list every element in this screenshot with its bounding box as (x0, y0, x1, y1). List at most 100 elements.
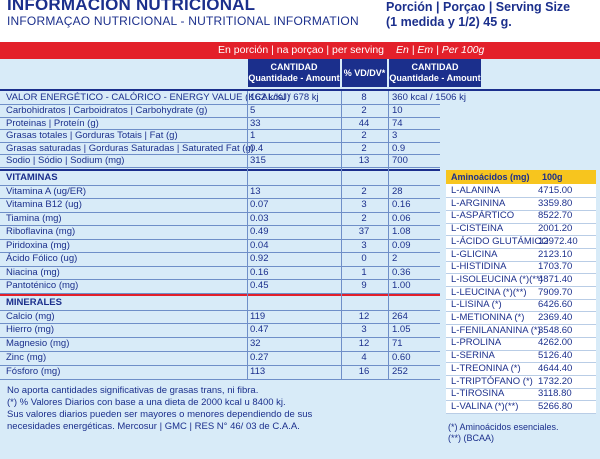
row-divider (0, 252, 440, 253)
aminoacid-divider (446, 273, 596, 275)
aminoacid-value: 3118.80 (538, 388, 572, 400)
column-divider (341, 91, 342, 379)
aminoacid-divider (446, 413, 596, 415)
daily-value: 37 (358, 226, 370, 237)
aminoacid-value: 2123.10 (538, 248, 573, 260)
aminoacids-header-label: Aminoácidos (mg) (451, 172, 530, 182)
aminoacid-name: L-LEUCINA (*)(**) (451, 286, 527, 298)
nutrient-label: Vitamina B12 (ug) (6, 199, 82, 210)
aminoacid-name: L-LISINA (*) (451, 299, 502, 311)
amount-per-100g: 252 (392, 365, 408, 377)
title-area: INFORMACIÓN NUTRICIONAL INFORMAÇAO NUTRI… (0, 0, 600, 42)
amount-per-serving: 0.04 (250, 239, 269, 251)
aminoacid-name: L-METIONINA (*) (451, 312, 525, 323)
aminoacid-row: L-GLICINA 2123.10 (446, 248, 596, 262)
amount-per-100g: 71 (392, 338, 403, 350)
nutrient-label: Niacina (mg) (6, 266, 60, 278)
section-vitamins: VITAMINAS (6, 171, 58, 183)
aminoacid-name: L-ISOLEUCINA (*)(**) (451, 273, 543, 285)
amount-per-serving: 32 (250, 338, 261, 350)
amount-per-100g: 0.09 (392, 239, 411, 251)
nutrient-label: Ácido Fólico (ug) (6, 253, 78, 264)
aminoacid-value: 1703.70 (538, 261, 573, 273)
aminoacid-value: 2001.20 (538, 223, 573, 235)
aminoacid-row: L-LEUCINA (*)(**) 7909.70 (446, 286, 596, 300)
nutrient-label: VALOR ENERGÉTICO - CALÓRICO - ENERGY VAL… (6, 92, 291, 103)
daily-value: 2 (361, 185, 367, 197)
aminoacid-value: 2369.40 (538, 312, 573, 323)
aminoacid-name: L-FENILANANINA (*) (451, 324, 541, 336)
amount-per-serving: 113 (250, 365, 266, 377)
daily-value: 1 (361, 266, 367, 278)
nutrient-label: Calcio (mg) (6, 310, 55, 322)
row-divider (0, 225, 440, 226)
footnote-line: (*) % Valores Diarios con base a una die… (7, 397, 286, 408)
amount-per-serving: 0.92 (250, 253, 269, 264)
amount-per-100g: 28 (392, 185, 403, 197)
aminoacid-name: L-VALINA (*)(**) (451, 400, 519, 412)
amount-per-serving: 0.27 (250, 351, 269, 363)
nutrient-label: Pantoténico (mg) (6, 280, 79, 291)
amount-per-100g: 264 (392, 310, 408, 322)
aminoacid-value: 5126.40 (538, 350, 573, 362)
aminoacid-row: L-TREONINA (*) 4644.40 (446, 362, 596, 376)
daily-value: 3 (361, 199, 367, 210)
aminoacid-row: L-FENILANANINA (*) 3548.60 (446, 324, 596, 338)
aminoacid-divider (446, 247, 596, 249)
aminoacid-row: L-ÁCIDO GLUTÁMICO 12972.40 (446, 235, 596, 249)
aminoacids-header-value: 100g (542, 172, 563, 182)
amount-per-serving: 0.16 (250, 266, 269, 278)
aminoacid-value: 4871.40 (538, 273, 573, 285)
daily-value: 9 (361, 280, 367, 291)
row-divider (0, 337, 440, 339)
aminoacid-name: L-ASPÁRTICO (451, 210, 515, 222)
nutrient-label: Fósforo (mg) (6, 365, 61, 377)
aminoacid-row: L-ALANINA 4715.00 (446, 184, 596, 199)
aminoacid-value: 8522.70 (538, 210, 573, 222)
amount-per-serving: 0.07 (250, 199, 269, 210)
aminoacid-divider (446, 374, 596, 376)
footnote-line: No aporta cantidades significativas de g… (7, 385, 259, 396)
column-header-serving: CANTIDAD Quantidade - Amount (248, 59, 340, 87)
banner-per-100g: En | Em | Per 100g (396, 44, 485, 56)
row-divider (0, 292, 440, 294)
aminoacid-divider (446, 349, 596, 351)
row-divider (0, 293, 440, 296)
daily-value: 2 (361, 105, 367, 116)
aminoacids-note: (*) Aminoácidos esenciales. (448, 422, 559, 432)
daily-value: 3 (361, 324, 367, 336)
aminoacid-value: 3548.60 (538, 324, 573, 336)
amount-per-serving: 33 (250, 117, 261, 129)
aminoacid-value: 4715.00 (538, 185, 573, 196)
row-divider (0, 279, 440, 280)
aminoacid-divider (446, 235, 596, 237)
amount-per-100g: 0.9 (392, 142, 406, 154)
aminoacids-notes: (*) Aminoácidos esenciales. (**) (BCAA) (448, 422, 559, 444)
amount-per-serving: 315 (250, 155, 266, 166)
aminoacid-name: L-GLICINA (451, 248, 498, 260)
aminoacid-row: L-CISTEINA 2001.20 (446, 222, 596, 237)
aminoacids-header: Aminoácidos (mg) 100g (446, 170, 596, 184)
aminoacid-name: L-PROLINA (451, 337, 502, 349)
amount-per-serving: 119 (250, 310, 266, 322)
aminoacid-name: L-ARGININA (451, 197, 506, 209)
serving-banner: En porción | na porçao | per serving En … (0, 42, 600, 59)
amount-per-serving: 0.03 (250, 212, 269, 224)
aminoacid-value: 7909.70 (538, 286, 573, 298)
daily-value: 13 (358, 155, 370, 166)
aminoacid-value: 1732.20 (538, 375, 573, 387)
aminoacid-row: L-HISTIDINA 1703.70 (446, 260, 596, 275)
aminoacid-value: 3359.80 (538, 197, 573, 209)
daily-value: 3 (361, 239, 367, 251)
aminoacid-value: 6426.60 (538, 299, 573, 311)
aminoacid-value: 4262.00 (538, 337, 573, 349)
aminoacid-divider (446, 311, 596, 313)
nutrient-label: Zinc (mg) (6, 351, 47, 363)
page-subtitle: INFORMAÇAO NUTRICIONAL - NUTRITIONAL INF… (7, 14, 359, 28)
daily-value: 12 (358, 310, 370, 322)
column-divider (247, 91, 248, 379)
nutrient-label: Sodio | Sódio | Sodium (mg) (6, 155, 125, 166)
aminoacid-divider (446, 387, 596, 389)
daily-value: 44 (358, 117, 370, 129)
amount-per-serving: 5 (250, 105, 256, 116)
